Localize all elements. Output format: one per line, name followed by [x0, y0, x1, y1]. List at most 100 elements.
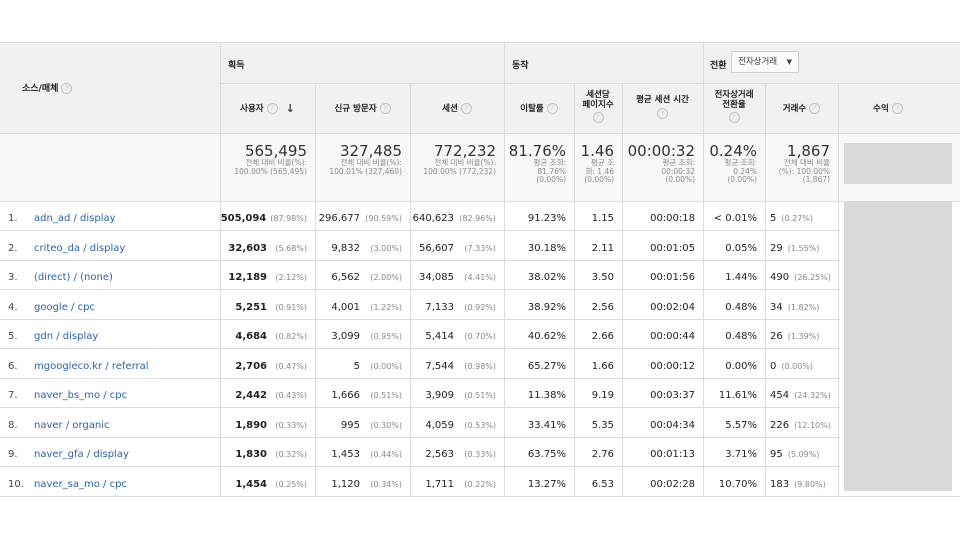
source-medium-link-value[interactable]: google / cpc: [34, 301, 95, 313]
cell-avg-session-duration-value: 00:02:28: [650, 478, 695, 490]
cell-bounce-rate-value: 65.27%: [527, 360, 566, 372]
source-medium-link[interactable]: naver / organic: [34, 408, 214, 438]
sort-descending-icon[interactable]: ↓: [285, 101, 295, 115]
cell-transactions-value: 95: [770, 449, 783, 460]
cell-pages-per-session-value: 1.15: [591, 213, 614, 224]
cell-transactions-percent: (0.27%): [781, 214, 814, 223]
table-row[interactable]: 2. criteo_da / display 32,603 (5.68%) 9,832 (…: [0, 231, 840, 261]
table-row[interactable]: 4. google / cpc 5,251 (0.91%) 4,001 (1.22%) 7,…: [0, 290, 840, 320]
cell-users: 1,830 (0.32%): [220, 437, 315, 467]
cell-sessions-percent: (7.33%): [464, 243, 496, 253]
column-header-sessions[interactable]: 세션?: [410, 103, 504, 114]
cell-users-value: 1,454: [235, 478, 267, 490]
source-medium-link[interactable]: google / cpc: [34, 290, 214, 320]
cell-sessions-value: 5,414: [425, 331, 454, 342]
dimension-header[interactable]: 소스/매체?: [22, 81, 73, 94]
source-medium-link[interactable]: adn_ad / display: [34, 201, 214, 231]
cell-pages-per-session: 9.19: [574, 378, 622, 408]
cell-avg-session-duration-value: 00:00:44: [650, 331, 695, 342]
cell-transactions: 454 (24.32%): [765, 378, 838, 408]
cell-pages-per-session: 2.56: [574, 290, 622, 320]
cell-users-percent: (0.25%): [275, 479, 307, 489]
table-row[interactable]: 7. naver_bs_mo / cpc 2,442 (0.43%) 1,666 (0.5…: [0, 378, 840, 408]
table-row[interactable]: 1. adn_ad / display 505,094 (87.98%) 296,677…: [0, 201, 840, 231]
help-icon[interactable]: ?: [592, 112, 604, 123]
cell-pages-per-session-value: 6.53: [591, 478, 614, 490]
source-medium-link-value[interactable]: adn_ad / display: [34, 213, 116, 224]
source-medium-link[interactable]: (direct) / (none): [34, 260, 214, 290]
cell-bounce-rate: 13.27%: [504, 467, 574, 497]
table-row[interactable]: 3. (direct) / (none) 12,189 (2.12%) 6,562 (2.…: [0, 260, 840, 290]
source-medium-link-value[interactable]: mgoogleco.kr / referral: [34, 360, 149, 372]
cell-new-users-value: 4,001: [331, 301, 360, 313]
help-icon[interactable]: ?: [546, 103, 558, 114]
cell-pages-per-session-value: 2.66: [591, 331, 614, 342]
cell-ecommerce-rate: 11.61%: [703, 378, 765, 408]
source-medium-link[interactable]: criteo_da / display: [34, 231, 214, 261]
cell-avg-session-duration: 00:04:34: [622, 408, 703, 438]
help-icon[interactable]: ?: [657, 108, 668, 119]
help-icon[interactable]: ?: [266, 103, 278, 114]
cell-transactions-percent: (12.10%): [794, 420, 831, 430]
column-header-users[interactable]: 사용자? ↓: [220, 103, 315, 114]
source-medium-link-value[interactable]: gdn / display: [34, 331, 99, 342]
total-sessions: 772,232 전체 대비 비율(%): 100.00% (772,232): [423, 142, 496, 176]
cell-transactions-percent: (1.82%): [787, 302, 820, 312]
help-icon[interactable]: ?: [379, 103, 391, 114]
source-medium-link[interactable]: mgoogleco.kr / referral: [34, 349, 214, 379]
cell-avg-session-duration-value: 00:01:05: [650, 242, 695, 254]
table-row[interactable]: 6. mgoogleco.kr / referral 2,706 (0.47%) 5 (0…: [0, 349, 840, 379]
source-medium-link[interactable]: gdn / display: [34, 319, 214, 349]
column-header-bounce-rate[interactable]: 이탈률?: [504, 103, 574, 114]
row-number: 2.: [8, 231, 32, 261]
column-header-revenue[interactable]: 수익?: [838, 103, 938, 114]
column-header-transactions[interactable]: 거래수?: [765, 103, 838, 114]
source-medium-link[interactable]: naver_gfa / display: [34, 437, 214, 467]
source-medium-link[interactable]: naver_sa_mo / cpc: [34, 467, 214, 497]
cell-avg-session-duration: 00:02:04: [622, 290, 703, 320]
cell-users-percent: (0.47%): [275, 361, 307, 371]
row-number-value: 5.: [8, 331, 18, 342]
row-number-value: 6.: [8, 360, 18, 372]
help-icon[interactable]: ?: [809, 103, 821, 114]
column-header-avg-session-duration[interactable]: 평균 세션 시간 ?: [622, 95, 703, 119]
cell-new-users: 995 (0.30%): [315, 408, 410, 438]
cell-sessions: 34,085 (4.41%): [410, 260, 504, 290]
cell-sessions: 3,909 (0.51%): [410, 378, 504, 408]
cell-sessions: 7,544 (0.98%): [410, 349, 504, 379]
cell-bounce-rate-value: 13.27%: [527, 478, 566, 490]
cell-new-users-value: 3,099: [331, 331, 360, 342]
cell-new-users: 3,099 (0.95%): [315, 319, 410, 349]
table-row[interactable]: 5. gdn / display 4,684 (0.82%) 3,099 (0.95%) 5…: [0, 319, 840, 349]
column-header-new-users[interactable]: 신규 방문자?: [315, 103, 410, 114]
cell-new-users-percent: (0.51%): [370, 391, 402, 400]
cell-users-percent: (0.82%): [275, 332, 307, 341]
help-icon[interactable]: ?: [460, 103, 472, 114]
source-medium-link-value[interactable]: naver_gfa / display: [34, 449, 129, 460]
cell-users-value: 32,603: [228, 242, 267, 254]
cell-users-value: 1,890: [235, 419, 267, 431]
table-row[interactable]: 8. naver / organic 1,890 (0.33%) 995 (0.30%) 4…: [0, 408, 840, 438]
source-medium-link-value[interactable]: naver / organic: [34, 419, 110, 431]
help-icon[interactable]: ?: [728, 112, 740, 123]
cell-transactions-value: 5: [770, 213, 777, 224]
cell-users: 12,189 (2.12%): [220, 260, 315, 290]
source-medium-link-value[interactable]: naver_bs_mo / cpc: [34, 390, 128, 401]
cell-users: 505,094 (87.98%): [220, 201, 315, 231]
source-medium-link-value[interactable]: (direct) / (none): [34, 272, 113, 283]
column-header-ecommerce-rate[interactable]: 전자상거래 전환율 ?: [703, 90, 765, 123]
source-medium-link-value[interactable]: naver_sa_mo / cpc: [34, 478, 127, 490]
table-row[interactable]: 10. naver_sa_mo / cpc 1,454 (0.25%) 1,120 (0.…: [0, 467, 840, 497]
help-icon[interactable]: ?: [891, 103, 903, 114]
conversion-type-select[interactable]: 전자상거래 ▼: [731, 51, 799, 73]
table-row[interactable]: 9. naver_gfa / display 1,830 (0.32%) 1,453 (0…: [0, 437, 840, 467]
cell-transactions-value: 29: [770, 242, 783, 254]
cell-ecommerce-rate-value: 11.61%: [718, 390, 757, 401]
column-header-pages-per-session[interactable]: 세션당 페이지수 ?: [574, 90, 622, 123]
cell-transactions: 26 (1.39%): [765, 319, 838, 349]
help-icon[interactable]: ?: [61, 83, 73, 94]
cell-avg-session-duration: 00:03:37: [622, 378, 703, 408]
source-medium-link-value[interactable]: criteo_da / display: [34, 242, 126, 254]
cell-sessions: 56,607 (7.33%): [410, 231, 504, 261]
source-medium-link[interactable]: naver_bs_mo / cpc: [34, 378, 214, 408]
